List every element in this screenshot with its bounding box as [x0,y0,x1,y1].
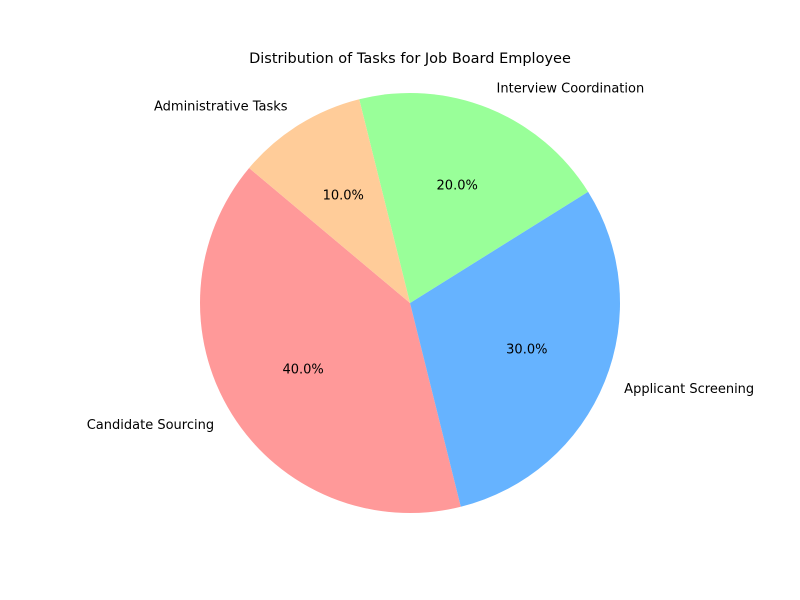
pie-slice-applicant-screening [410,191,620,507]
percent-label-applicant-screening: 30.0% [506,343,547,358]
percent-label-candidate-sourcing: 40.0% [282,362,323,377]
percent-label-administrative-tasks: 10.0% [323,189,364,204]
pie-slices [199,93,620,514]
percent-label-interview-coordination: 20.0% [437,179,478,194]
category-label-administrative-tasks: Administrative Tasks [154,100,288,115]
chart-title: Distribution of Tasks for Job Board Empl… [249,51,571,67]
category-label-applicant-screening: Applicant Screening [624,382,754,397]
category-label-interview-coordination: Interview Coordination [497,81,645,96]
pie-slice-interview-coordination [359,93,589,303]
pie-labels: 40.0% Candidate Sourcing 30.0% Applicant Sc… [87,81,754,433]
pie-slice-administrative-tasks [249,99,410,303]
pie-slice-candidate-sourcing [199,168,461,514]
category-label-candidate-sourcing: Candidate Sourcing [87,418,214,433]
